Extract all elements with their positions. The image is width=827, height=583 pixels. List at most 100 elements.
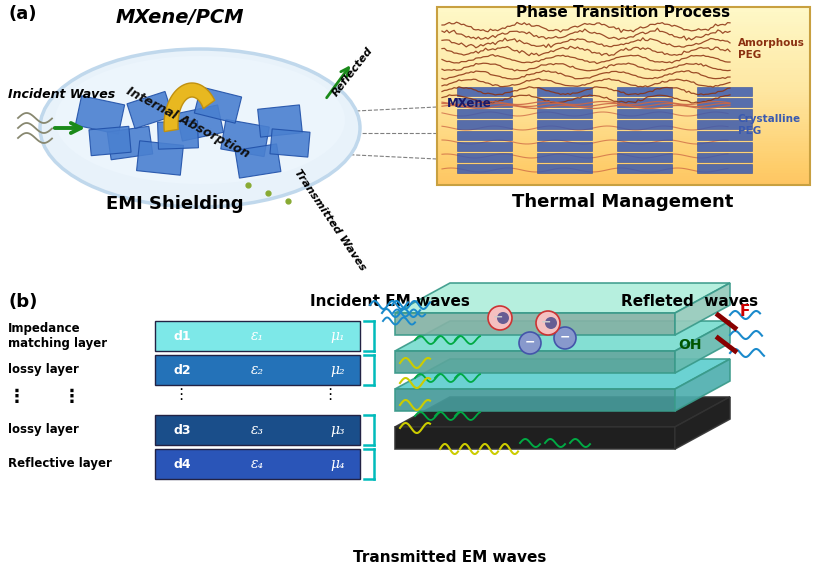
Bar [537, 142, 592, 151]
Circle shape [545, 317, 557, 329]
Bar [617, 131, 672, 140]
Text: −: − [541, 315, 552, 328]
Bar [155, 449, 360, 479]
Bar [127, 92, 173, 128]
Text: ⋮: ⋮ [173, 388, 189, 402]
Bar [176, 105, 223, 141]
Bar [617, 120, 672, 129]
Bar [697, 142, 752, 151]
Bar [617, 109, 672, 118]
Bar [537, 109, 592, 118]
Polygon shape [395, 397, 730, 427]
Bar [537, 87, 592, 96]
Polygon shape [395, 427, 675, 449]
Bar [697, 120, 752, 129]
Text: ⋮: ⋮ [8, 388, 26, 406]
Bar [457, 109, 512, 118]
Text: μ₃: μ₃ [331, 423, 346, 437]
Text: d1: d1 [173, 329, 191, 342]
Polygon shape [395, 283, 730, 313]
Bar [617, 98, 672, 107]
Polygon shape [395, 389, 675, 411]
Text: d4: d4 [173, 458, 191, 470]
Circle shape [519, 332, 541, 354]
Bar [457, 131, 512, 140]
Polygon shape [395, 351, 675, 373]
Bar [457, 142, 512, 151]
Bar [457, 120, 512, 129]
Bar [457, 164, 512, 173]
Text: ε₃: ε₃ [251, 423, 264, 437]
Text: −: − [493, 311, 504, 324]
Circle shape [554, 327, 576, 349]
Text: −: − [525, 335, 535, 349]
Bar [270, 129, 310, 157]
Text: Impedance
matching layer: Impedance matching layer [8, 322, 108, 350]
Bar [617, 142, 672, 151]
Bar [108, 126, 153, 160]
Text: d2: d2 [173, 363, 191, 377]
Bar [437, 7, 810, 185]
Bar [697, 164, 752, 173]
Bar [457, 153, 512, 162]
Polygon shape [395, 359, 730, 389]
Bar [697, 98, 752, 107]
Polygon shape [675, 321, 730, 373]
Ellipse shape [55, 56, 345, 184]
Bar [697, 109, 752, 118]
Text: (b): (b) [8, 293, 37, 311]
Text: (a): (a) [8, 5, 36, 23]
Bar [194, 87, 241, 123]
Bar [617, 164, 672, 173]
Text: F: F [740, 304, 750, 318]
Circle shape [488, 306, 512, 330]
Polygon shape [675, 359, 730, 411]
Bar [617, 87, 672, 96]
Text: μ₄: μ₄ [331, 457, 346, 471]
Text: Incident Waves: Incident Waves [8, 88, 115, 101]
Bar [537, 98, 592, 107]
Bar [157, 121, 198, 149]
Ellipse shape [40, 49, 360, 207]
Bar [537, 164, 592, 173]
Text: Amorphous
PEG: Amorphous PEG [738, 38, 805, 60]
Text: Reflected: Reflected [330, 45, 375, 98]
Text: Thermal Management: Thermal Management [512, 193, 734, 211]
Text: μ₁: μ₁ [331, 329, 346, 343]
Text: Internal Absorption: Internal Absorption [124, 85, 251, 161]
Text: Transmitted Waves: Transmitted Waves [292, 168, 367, 273]
Bar [537, 153, 592, 162]
Bar [537, 131, 592, 140]
Circle shape [497, 312, 509, 324]
Bar [697, 87, 752, 96]
Bar [155, 321, 360, 351]
Bar [697, 153, 752, 162]
Text: Refleted  waves: Refleted waves [621, 294, 758, 309]
Polygon shape [395, 313, 675, 335]
Bar [457, 87, 512, 96]
Text: ε₂: ε₂ [251, 363, 264, 377]
Text: d3: d3 [173, 423, 190, 437]
Text: Crystalline
PEG: Crystalline PEG [738, 114, 801, 136]
Bar [258, 105, 303, 137]
Text: EMI Shielding: EMI Shielding [106, 195, 244, 213]
Text: lossy layer: lossy layer [8, 363, 79, 377]
Text: Reflective layer: Reflective layer [8, 458, 112, 470]
Bar [235, 144, 281, 178]
Bar [136, 141, 184, 175]
Text: ε₁: ε₁ [251, 329, 264, 343]
Text: OH: OH [678, 338, 701, 352]
Circle shape [536, 311, 560, 335]
Bar [697, 131, 752, 140]
Text: Incident EM waves: Incident EM waves [310, 294, 470, 309]
Bar [155, 415, 360, 445]
Text: ⋮: ⋮ [63, 388, 81, 406]
Text: MXene: MXene [447, 97, 492, 110]
Bar [89, 127, 131, 156]
Bar [457, 98, 512, 107]
Polygon shape [395, 321, 730, 351]
Text: ⋮: ⋮ [322, 388, 337, 402]
Polygon shape [164, 83, 215, 132]
Bar [617, 153, 672, 162]
Polygon shape [675, 283, 730, 335]
